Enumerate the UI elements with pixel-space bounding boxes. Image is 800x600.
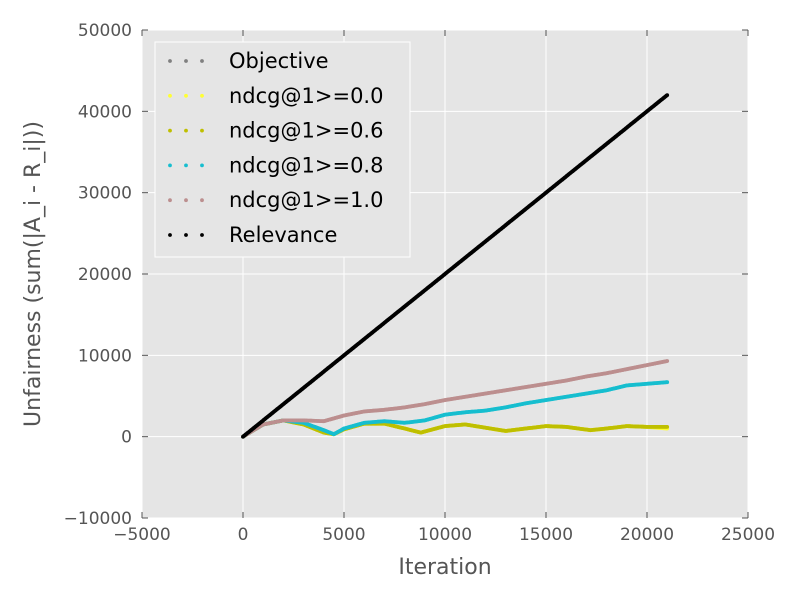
- x-tick-label: 15000: [519, 525, 573, 545]
- legend-item: Objective: [168, 49, 329, 73]
- legend-marker: [168, 128, 172, 133]
- legend-marker: [184, 163, 188, 168]
- data-point: [665, 93, 670, 97]
- legend-marker: [184, 198, 188, 203]
- legend-marker: [200, 93, 204, 98]
- legend-marker: [184, 93, 188, 98]
- legend-marker: [168, 233, 172, 237]
- legend-marker: [200, 233, 204, 237]
- legend: Objective ndcg@1>=0.0 ndcg@1>=0.6 ndcg@1>=0…: [154, 41, 411, 258]
- legend-label: ndcg@1>=0.0: [229, 84, 383, 108]
- legend-item: ndcg@1>=1.0: [168, 188, 383, 212]
- x-tick-label: 10000: [418, 525, 472, 545]
- y-axis-label: Unfairness (sum(|A_i - R_i|)): [21, 121, 46, 427]
- legend-label: Relevance: [229, 223, 337, 247]
- y-tick-label: 0: [121, 428, 132, 448]
- legend-marker: [200, 198, 204, 203]
- legend-item: Relevance: [168, 223, 337, 247]
- legend-marker: [200, 128, 204, 133]
- legend-marker: [200, 163, 204, 168]
- legend-label: Objective: [229, 49, 329, 73]
- legend-item: ndcg@1>=0.0: [168, 84, 383, 108]
- ticks: −5000 0 5000 10000 15000 20000 25000 −10000 0 100…: [64, 21, 775, 545]
- y-tick-label: 30000: [78, 184, 132, 204]
- x-tick-label: 20000: [620, 525, 674, 545]
- y-tick-label: −10000: [64, 509, 132, 529]
- legend-marker: [168, 59, 172, 63]
- x-tick-label: 0: [238, 525, 249, 545]
- legend-marker: [184, 128, 188, 133]
- legend-marker: [184, 59, 188, 63]
- legend-marker: [168, 198, 172, 203]
- x-tick-label: 25000: [721, 525, 775, 545]
- legend-label: ndcg@1>=0.8: [229, 153, 383, 177]
- series-layer: [241, 93, 670, 439]
- data-point: [665, 380, 670, 385]
- legend-marker: [200, 59, 204, 63]
- x-tick-label: −5000: [113, 525, 171, 545]
- series-3: [241, 380, 670, 439]
- legend-marker: [184, 233, 188, 237]
- legend-marker: [168, 163, 172, 168]
- series-5: [241, 93, 670, 439]
- x-axis-label: Iteration: [398, 555, 491, 580]
- series-4: [241, 359, 670, 439]
- data-point: [665, 425, 670, 429]
- y-tick-label: 10000: [78, 346, 132, 366]
- legend-item: ndcg@1>=0.6: [168, 119, 383, 143]
- legend-label: ndcg@1>=0.6: [229, 119, 383, 143]
- y-tick-label: 20000: [78, 265, 132, 285]
- legend-item: ndcg@1>=0.8: [168, 153, 383, 177]
- legend-box: [154, 41, 411, 258]
- data-point: [665, 359, 670, 363]
- y-tick-label: 50000: [78, 21, 132, 41]
- legend-label: ndcg@1>=1.0: [229, 188, 383, 212]
- legend-marker: [168, 93, 172, 98]
- x-tick-label: 5000: [322, 525, 365, 545]
- y-tick-label: 40000: [78, 102, 132, 122]
